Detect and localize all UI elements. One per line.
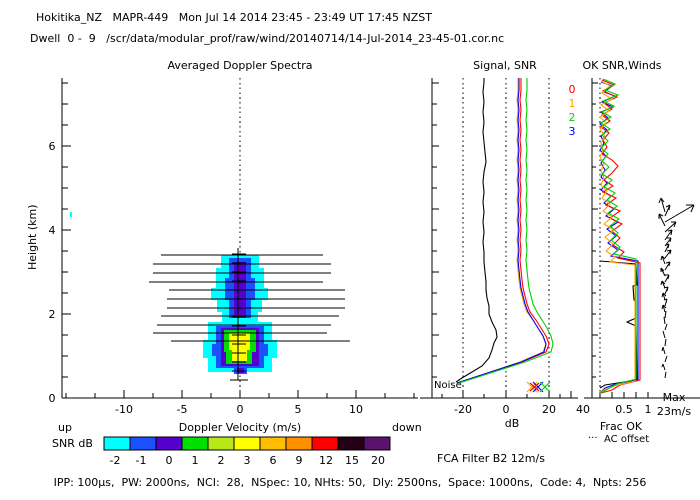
spectra-ytick-4: 4 (48, 224, 56, 237)
colorbar-tick-6: 6 (269, 454, 277, 467)
signal-xtick-neg20: -20 (454, 403, 472, 416)
ok-xtick-half: 0.5 (615, 403, 633, 416)
ok-panel-title: OK SNR,Winds (582, 59, 662, 72)
signal-panel-title: Signal, SNR (473, 59, 537, 72)
ok-xlabel: Frac OK (599, 420, 643, 433)
ok-axes (584, 78, 700, 399)
signal-x-markers (526, 381, 551, 393)
spectra-axes (61, 78, 418, 399)
spectra-xtick-neg5: -5 (176, 403, 188, 416)
frac-ok-beam2 (599, 78, 637, 394)
signal-curves (455, 78, 554, 384)
spectra-ytick-6: 6 (48, 140, 56, 153)
signal-xtick-40: 40 (576, 403, 590, 416)
colorbar-tick-2: 0 (165, 454, 173, 467)
colorbar-tick-7: 9 (295, 454, 303, 467)
colorbar-tick-9: 15 (345, 454, 359, 467)
stray-spectra-pixel (70, 212, 72, 217)
ac-offset-legend-marker: ··· (588, 433, 598, 444)
colorbar-tick-1: -1 (135, 454, 147, 467)
beam-legend-item-1: 1 (568, 97, 576, 110)
signal-xtick-0: 0 (502, 403, 510, 416)
fca-filter-label: FCA Filter B2 12m/s (437, 452, 545, 465)
spectra-center-comb (230, 248, 248, 381)
signal-xlabel: dB (504, 417, 520, 430)
header-line-1: Hokitika_NZ MAPR-449 Mon Jul 14 2014 23:… (36, 11, 432, 24)
acquisition-params: IPP: 100μs, PW: 2000ns, NCI: 28, NSpec: … (53, 476, 647, 489)
noise-level-lines (149, 254, 350, 342)
snr-curve-beam0 (457, 78, 550, 384)
colorbar-tick-8: 12 (319, 454, 333, 467)
spectra-xtick-0: 0 (236, 403, 244, 416)
spectra-xtick-neg10: -10 (115, 403, 133, 416)
noise-curve (455, 78, 498, 383)
up-tag: up (58, 421, 72, 434)
colorbar-tick-4: 2 (217, 454, 225, 467)
spectra-ytick-2: 2 (48, 308, 56, 321)
ac-offset-trace (599, 260, 638, 389)
spectra-ylabel: Height (km) (26, 204, 39, 270)
max-wind-value: 23m/s (656, 405, 692, 418)
signal-axes (420, 78, 578, 399)
wind-vector-profile (658, 197, 695, 379)
signal-xtick-20: 20 (542, 403, 556, 416)
ok-xtick-one: 1 (644, 403, 652, 416)
colorbar-label: SNR dB (52, 437, 93, 450)
colorbar-tick-5: 3 (243, 454, 251, 467)
doppler-spectra-image (203, 255, 277, 374)
colorbar-swatches (103, 436, 391, 451)
noise-label: Noise (434, 380, 462, 391)
spectra-xtick-10: 10 (349, 403, 363, 416)
spectra-ytick-0: 0 (48, 392, 56, 405)
colorbar-tick-0: -2 (109, 454, 121, 467)
spectra-xtick-5: 5 (294, 403, 302, 416)
colorbar-tick-3: 1 (191, 454, 199, 467)
beam-legend-item-0: 0 (568, 83, 576, 96)
spectra-panel-title: Averaged Doppler Spectra (167, 59, 313, 72)
snr-curve-beam1 (456, 78, 547, 384)
down-tag: down (392, 421, 422, 434)
beam-legend-item-2: 2 (568, 111, 576, 124)
colorbar-tick-10: 20 (371, 454, 385, 467)
spectra-xlabel: Doppler Velocity (m/s) (178, 421, 302, 434)
ac-offset-legend-label: AC offset (604, 434, 650, 445)
max-wind-label: Max (662, 391, 686, 404)
ok-curves (599, 78, 641, 394)
header-line-2: Dwell 0 - 9 /scr/data/modular_prof/raw/w… (30, 32, 505, 45)
snr-curve-beam2 (458, 78, 554, 384)
snr-curve-beam3 (456, 78, 547, 384)
beam-legend-item-3: 3 (568, 125, 576, 138)
